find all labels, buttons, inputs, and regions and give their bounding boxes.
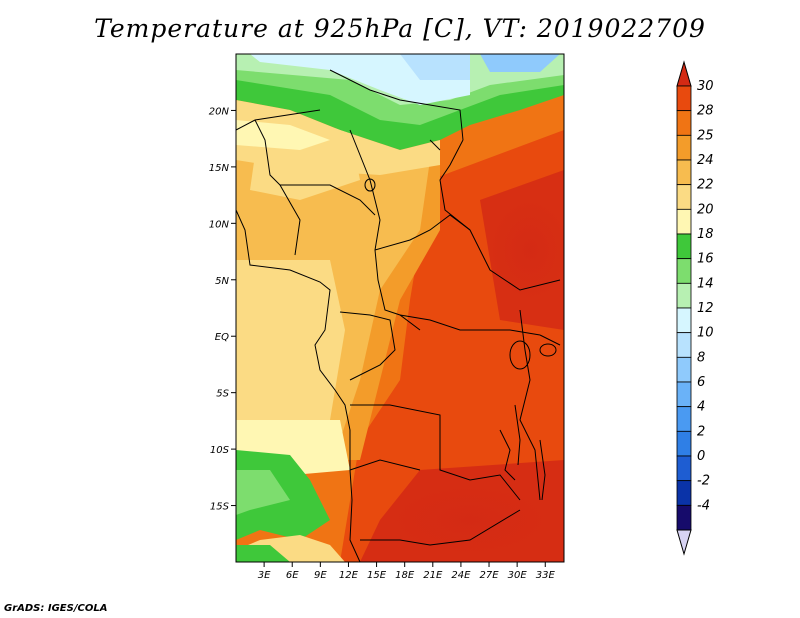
- colorbar-segment: [676, 85, 692, 112]
- colorbar-segment: [676, 332, 692, 358]
- colorbar-label: 24: [697, 153, 714, 168]
- country-borders: [236, 69, 561, 562]
- lon-tick-label: 6E: [286, 570, 299, 581]
- colorbar-segment: [676, 258, 692, 284]
- colorbar-segment: [676, 233, 692, 260]
- lat-tick-label: 15S: [210, 502, 230, 513]
- colorbar-label: 16: [697, 252, 714, 267]
- colorbar-segment: [676, 184, 692, 210]
- colorbar-above-triangle: [676, 60, 692, 87]
- map-frame: [235, 53, 565, 563]
- lat-tick-label: 15N: [209, 163, 230, 174]
- colorbar-label: -2: [697, 474, 710, 489]
- colorbar-label: 30: [697, 79, 714, 94]
- colorbar-segment: [676, 381, 692, 408]
- colorbar-segment: [676, 406, 692, 432]
- lon-tick-label: 24E: [451, 570, 471, 581]
- lat-tick-label: 10N: [209, 219, 230, 230]
- lon-tick-label: 9E: [314, 570, 327, 581]
- lat-tick-label: EQ: [215, 332, 229, 343]
- temperature-field: [236, 54, 564, 562]
- colorbar-label: 28: [697, 104, 714, 119]
- colorbar-segment: [676, 208, 692, 235]
- colorbar-segment: [676, 307, 692, 334]
- colorbar-segment: [676, 110, 692, 136]
- lon-tick-label: 12E: [339, 570, 359, 581]
- colorbar-label: 8: [697, 350, 705, 365]
- footer-credit: GrADS: IGES/COLA: [4, 603, 108, 614]
- colorbar-segment: [676, 159, 692, 186]
- colorbar-segment: [676, 430, 692, 457]
- lon-tick-label: 21E: [423, 570, 443, 581]
- colorbar-label: 12: [697, 301, 714, 316]
- lon-tick-label: 33E: [536, 570, 556, 581]
- map-title: Temperature at 925hPa [C], VT: 201902270…: [94, 14, 706, 43]
- colorbar-segment: [676, 356, 692, 383]
- lon-tick-label: 3E: [258, 570, 271, 581]
- lat-tick-label: 10S: [210, 445, 230, 456]
- colorbar-label: 22: [697, 178, 714, 193]
- colorbar-label: 20: [697, 202, 714, 217]
- lon-tick-label: 18E: [395, 570, 415, 581]
- colorbar-label: 4: [697, 400, 705, 415]
- colorbar-segment: [676, 455, 692, 482]
- colorbar-label: 18: [697, 227, 714, 242]
- colorbar-below-triangle: [676, 529, 692, 556]
- lon-tick-label: 27E: [480, 570, 500, 581]
- colorbar-label: 10: [697, 326, 714, 341]
- longitude-axis: 3E 6E 9E 12E 15E 18E 21E 24E 27E 30E 33E: [258, 562, 556, 581]
- colorbar-label: 2: [697, 424, 705, 439]
- colorbar-segment: [676, 282, 692, 309]
- lon-tick-label: 30E: [508, 570, 528, 581]
- lat-tick-label: 5N: [215, 276, 229, 287]
- lon-tick-label: 15E: [367, 570, 387, 581]
- lat-tick-label: 5S: [216, 389, 229, 400]
- colorbar-label: -4: [697, 498, 710, 513]
- colorbar-segment: [676, 134, 692, 161]
- lat-tick-label: 20N: [209, 106, 230, 117]
- colorbar-label: 25: [697, 128, 714, 143]
- latitude-axis: 20N 15N 10N 5N EQ 5S 10S 15S: [209, 106, 236, 513]
- colorbar-label: 14: [697, 276, 714, 291]
- colorbar-segment: [676, 480, 692, 506]
- colorbar-label: 0: [697, 449, 705, 464]
- colorbar-segment: [676, 504, 692, 531]
- colorbar-label: 6: [697, 375, 705, 390]
